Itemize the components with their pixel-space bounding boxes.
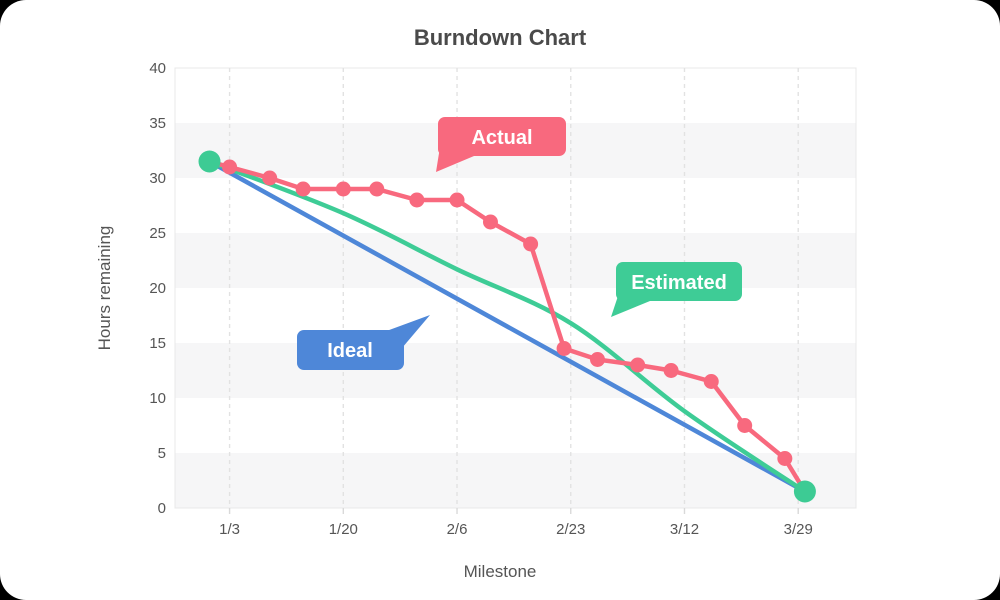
plot-border	[174, 67, 857, 509]
estimated-line	[207, 159, 808, 494]
actual-point	[590, 352, 606, 367]
y-tick-label: 30	[149, 170, 166, 187]
callout-box	[616, 262, 742, 301]
actual-point	[222, 159, 238, 175]
x-tick-label: 3/29	[784, 521, 813, 538]
callout-box	[297, 330, 404, 370]
actual-point	[663, 363, 679, 378]
actual-point	[295, 181, 311, 197]
ideal-line	[207, 159, 808, 494]
estimated-series-callout: Estimated	[611, 262, 742, 317]
actual-point	[523, 236, 539, 252]
actual-point	[449, 192, 465, 208]
series-lines	[198, 150, 816, 503]
y-tick-label: 10	[149, 390, 166, 407]
x-tick-label: 1/20	[329, 521, 358, 538]
ideal-series-callout: Ideal	[297, 315, 430, 370]
end-point	[793, 480, 816, 503]
callout-box	[438, 117, 566, 156]
actual-point	[777, 451, 793, 466]
actual-point	[409, 192, 425, 208]
actual-point	[262, 170, 278, 186]
y-tick-label: 0	[158, 500, 166, 517]
x-tick-label: 1/3	[219, 521, 240, 538]
y-tick-label: 15	[149, 335, 166, 352]
x-tick-label: 2/23	[556, 521, 585, 538]
plot-band	[175, 233, 856, 288]
start-point	[198, 150, 221, 173]
y-tick-label: 40	[149, 60, 166, 77]
y-tick-label: 5	[158, 445, 166, 462]
callout-label: Actual	[471, 127, 532, 149]
y-axis-title: Hours remaining	[95, 226, 114, 351]
callout-label: Ideal	[327, 340, 373, 362]
actual-point	[630, 357, 646, 373]
axis-tick-labels: 0 5 10 15 20 25 30 35 40 1/3 1/20 2/6 2/23 3/12 3/29	[149, 60, 813, 538]
y-tick-label: 20	[149, 280, 166, 297]
x-tick-label: 2/6	[447, 521, 468, 538]
callout-label: Estimated	[631, 272, 727, 294]
actual-point	[369, 181, 385, 197]
actual-point	[703, 374, 719, 389]
actual-point	[556, 341, 572, 356]
x-axis-title: Milestone	[464, 562, 537, 581]
plot-band	[175, 343, 856, 398]
y-tick-label: 25	[149, 225, 166, 242]
actual-point	[737, 418, 753, 433]
x-tick-label: 3/12	[670, 521, 699, 538]
chart-title: Burndown Chart	[414, 25, 587, 50]
y-tick-label: 35	[149, 115, 166, 132]
actual-point	[335, 181, 351, 197]
actual-series-callout: Actual	[436, 117, 566, 172]
plot-band	[175, 453, 856, 508]
actual-point	[482, 214, 498, 230]
